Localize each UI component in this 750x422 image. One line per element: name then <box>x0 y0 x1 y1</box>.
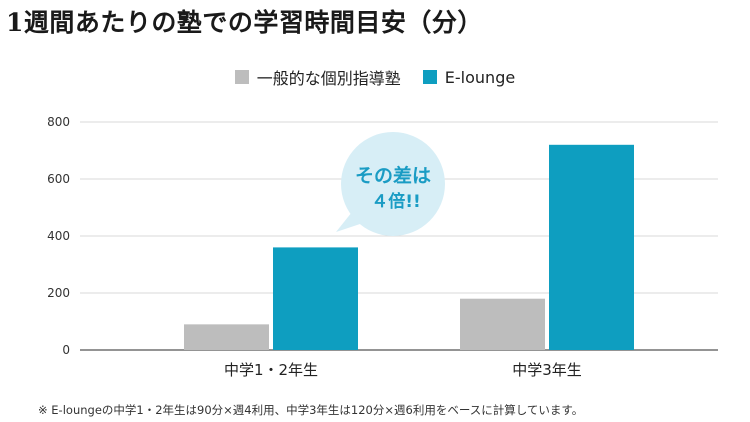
callout-line2: ４倍!! <box>371 191 421 212</box>
y-tick-label: 0 <box>62 343 70 357</box>
bar-general-1 <box>184 324 269 350</box>
callout-line1: その差は <box>355 164 431 187</box>
x-tick-label: 中学3年生 <box>512 361 582 379</box>
legend-item-elounge: E-lounge <box>422 67 516 87</box>
y-axis-ticks: 0 200 400 600 800 <box>47 115 70 357</box>
bar-general-2 <box>460 298 545 350</box>
callout-circle <box>341 132 445 236</box>
legend-label-elounge: E-lounge <box>444 67 516 87</box>
bars <box>184 144 634 350</box>
bar-elounge-2 <box>549 144 634 350</box>
legend: 一般的な個別指導塾 E-lounge <box>0 65 750 89</box>
y-tick-label: 600 <box>47 172 70 186</box>
callout-tail <box>336 212 366 232</box>
legend-swatch-general <box>234 70 249 84</box>
x-axis-ticks: 中学1・2年生 中学3年生 <box>224 361 582 379</box>
y-tick-label: 200 <box>47 286 70 300</box>
footnote: ※ E-loungeの中学1・2年生は90分×週4利用、中学3年生は120分×週… <box>38 403 584 417</box>
legend-item-general: 一般的な個別指導塾 <box>234 65 401 89</box>
bar-elounge-1 <box>273 247 358 350</box>
callout-bubble: その差は ４倍!! <box>336 132 445 236</box>
legend-swatch-elounge <box>422 70 437 84</box>
x-tick-label: 中学1・2年生 <box>224 361 318 379</box>
y-tick-label: 800 <box>47 115 70 129</box>
legend-label-general: 一般的な個別指導塾 <box>256 69 401 88</box>
y-tick-label: 400 <box>47 229 70 243</box>
chart-title: 1週間あたりの塾での学習時間目安（分） <box>6 8 483 37</box>
